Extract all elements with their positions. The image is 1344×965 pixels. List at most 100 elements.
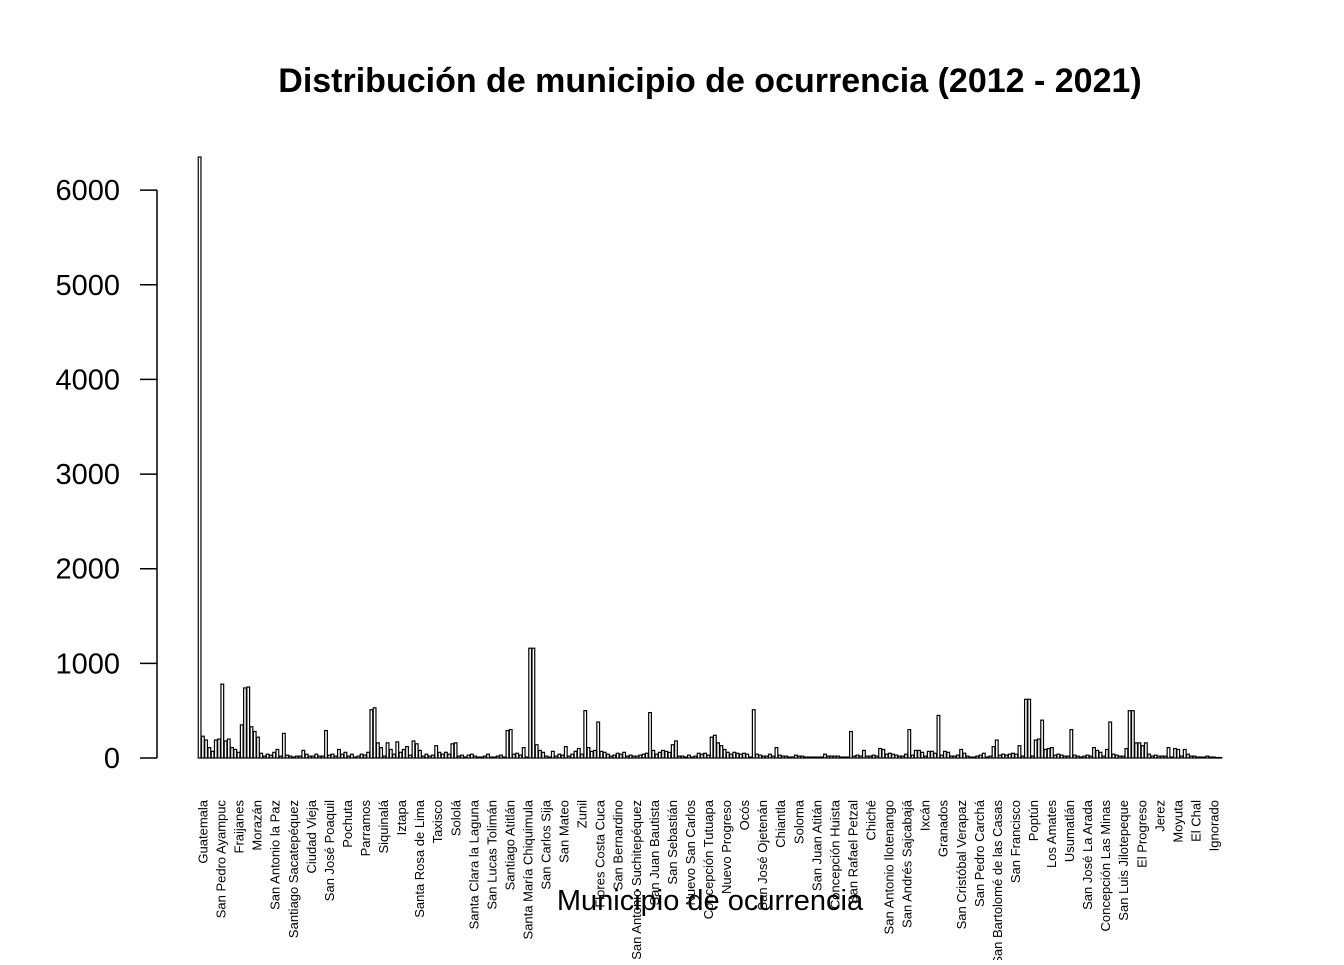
bar xyxy=(1108,721,1113,759)
bar xyxy=(926,750,931,759)
bar xyxy=(330,753,335,759)
bar xyxy=(592,749,597,759)
x-tick-label: Santiago Atitlán xyxy=(502,800,517,890)
bar xyxy=(262,755,267,759)
bar xyxy=(304,753,309,759)
bar xyxy=(1130,710,1135,759)
bar xyxy=(1092,746,1096,759)
bar xyxy=(362,754,367,759)
bar xyxy=(486,753,490,759)
bar xyxy=(333,755,338,759)
bar xyxy=(599,750,604,759)
bar xyxy=(1150,755,1155,759)
bar xyxy=(1082,755,1087,759)
bar xyxy=(771,755,776,759)
bar xyxy=(505,729,510,759)
bar xyxy=(489,756,494,759)
bar xyxy=(985,756,990,759)
x-tick-label: Concepción Las Minas xyxy=(1098,800,1113,932)
bar xyxy=(790,756,795,759)
bar xyxy=(745,753,750,759)
bar xyxy=(810,756,815,759)
bar xyxy=(631,755,636,759)
bar xyxy=(1114,754,1119,759)
bar xyxy=(337,748,341,759)
bar xyxy=(567,755,571,759)
bar xyxy=(440,753,445,759)
bar xyxy=(1147,753,1152,759)
bar xyxy=(524,756,529,759)
bar xyxy=(978,754,983,759)
bar xyxy=(638,754,643,759)
x-tick-label: San Mateo xyxy=(557,800,572,863)
x-tick-label: Soloma xyxy=(791,799,806,844)
y-tick-label: 3000 xyxy=(55,459,120,491)
bar xyxy=(447,753,452,759)
bar xyxy=(910,754,915,759)
x-tick-label: Parramos xyxy=(358,800,373,857)
bar xyxy=(1014,753,1019,759)
bar xyxy=(547,756,552,759)
bar xyxy=(981,752,986,759)
x-tick-label: Taxisco xyxy=(430,800,445,843)
bar xyxy=(904,753,909,759)
x-tick-label: Concepción Tutuapa xyxy=(701,799,716,919)
bar xyxy=(618,753,623,759)
bar xyxy=(327,754,332,759)
bar xyxy=(1079,756,1084,759)
bar xyxy=(246,686,251,759)
bar xyxy=(388,748,393,759)
x-tick-label: Chiantla xyxy=(773,799,788,847)
bar xyxy=(596,721,601,759)
x-tick-label: Iztapa xyxy=(394,799,409,835)
bar xyxy=(1189,755,1194,759)
bar xyxy=(1205,755,1210,759)
bar xyxy=(991,746,996,759)
bar xyxy=(346,755,351,759)
bar xyxy=(421,755,426,759)
bar xyxy=(994,739,999,759)
bar xyxy=(518,754,523,759)
bar xyxy=(223,740,228,759)
bar xyxy=(398,751,403,759)
bar xyxy=(249,726,254,759)
bar xyxy=(816,756,821,759)
bar xyxy=(437,751,442,759)
x-tick-label: Pochuta xyxy=(340,799,355,847)
y-tick-label: 0 xyxy=(104,743,120,775)
bar xyxy=(395,741,400,759)
bar xyxy=(1056,753,1061,759)
bar xyxy=(1156,755,1161,759)
bar xyxy=(1173,747,1177,759)
bar xyxy=(758,754,763,759)
bar xyxy=(1027,698,1032,759)
bar xyxy=(813,756,818,759)
bar xyxy=(324,729,328,759)
bar xyxy=(803,756,808,759)
bar xyxy=(424,753,429,759)
bar xyxy=(210,750,215,759)
x-tick-label: Jerez xyxy=(1152,800,1167,832)
bar xyxy=(1043,748,1048,759)
x-tick-label: San Bartolomé de las Casas xyxy=(990,800,1005,960)
bar xyxy=(349,753,354,759)
bar xyxy=(573,750,578,759)
bar xyxy=(434,745,439,759)
x-tick-label: San Antonio Suchitepéquez xyxy=(629,800,644,960)
bar xyxy=(939,754,944,759)
bar xyxy=(826,755,831,759)
bar xyxy=(761,755,766,759)
bar xyxy=(612,754,617,759)
bar xyxy=(372,707,377,759)
bar xyxy=(239,724,244,759)
bar xyxy=(1101,755,1106,759)
bar xyxy=(719,745,724,759)
x-tick-label: Zunil xyxy=(575,800,590,828)
x-tick-label: San José La Arada xyxy=(1080,799,1095,910)
bar xyxy=(550,750,555,759)
bar xyxy=(894,754,899,759)
bar xyxy=(343,751,348,759)
bar xyxy=(1137,742,1142,759)
bar xyxy=(751,709,756,759)
bar xyxy=(693,755,698,759)
